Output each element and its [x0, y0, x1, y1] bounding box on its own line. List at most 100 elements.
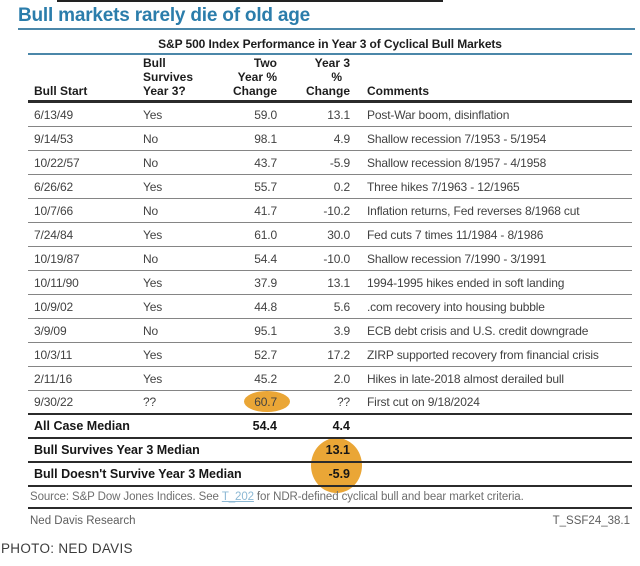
cell-bull-start: 3/9/09	[34, 323, 67, 338]
cell-year3: 4.9	[333, 131, 350, 146]
median-year3: 4.4	[332, 419, 350, 433]
table-row: 10/11/90 Yes 37.9 13.1 1994-1995 hikes e…	[28, 271, 632, 295]
cell-comment: Three hikes 7/1963 - 12/1965	[367, 179, 520, 194]
cell-bull-start: 10/11/90	[34, 275, 79, 290]
photo-credit: PHOTO: NED DAVIS	[1, 541, 133, 556]
source-line: Source: S&P Dow Jones Indices. See T_202…	[28, 487, 632, 509]
cell-survives: Yes	[143, 347, 163, 362]
cell-year3: 3.9	[333, 323, 350, 338]
title-underline-rule	[18, 28, 635, 30]
table-row: 3/9/09 No 95.1 3.9 ECB debt crisis and U…	[28, 319, 632, 343]
highlight-ellipse-60-7	[244, 391, 290, 412]
cell-comment: Post-War boom, disinflation	[367, 107, 510, 122]
subtitle-underline-rule	[28, 53, 632, 55]
cell-bull-start: 10/7/66	[34, 203, 73, 218]
top-cropped-rule	[57, 0, 443, 2]
cell-comment: First cut on 9/18/2024	[367, 395, 480, 409]
cell-two-year: 45.2	[254, 371, 277, 386]
cell-comment: Fed cuts 7 times 11/1984 - 8/1986	[367, 227, 544, 242]
cell-two-year: 37.9	[254, 275, 277, 290]
median-row-all-case: All Case Median 54.4 4.4	[28, 415, 632, 439]
cell-comment: Hikes in late-2018 almost derailed bull	[367, 371, 564, 386]
cell-year3: 30.0	[327, 227, 350, 242]
cell-comment: Inflation returns, Fed reverses 8/1968 c…	[367, 203, 580, 218]
footer-left-ned-davis: Ned Davis Research	[30, 515, 136, 527]
table-row: 10/22/57 No 43.7 -5.9 Shallow recession …	[28, 151, 632, 175]
median-label: Bull Doesn't Survive Year 3 Median	[34, 467, 242, 481]
cell-survives: Yes	[143, 227, 163, 242]
cell-year3: 0.2	[333, 179, 350, 194]
table-header-row: Bull Start Bull Survives Year 3? Two Yea…	[28, 56, 632, 103]
cell-year3: 17.2	[327, 347, 350, 362]
cell-year3: -10.2	[323, 203, 350, 218]
cell-two-year: 52.7	[254, 347, 277, 362]
median-label: Bull Survives Year 3 Median	[34, 443, 200, 457]
table-footer: Ned Davis Research T_SSF24_38.1	[28, 509, 632, 531]
cell-comment: ZIRP supported recovery from financial c…	[367, 347, 599, 362]
median-label: All Case Median	[34, 419, 130, 433]
cell-two-year: 41.7	[254, 203, 277, 218]
cell-bull-start: 7/24/84	[34, 227, 73, 242]
cell-bull-start: 10/19/87	[34, 251, 80, 266]
cell-comment: ECB debt crisis and U.S. credit downgrad…	[367, 323, 589, 338]
cell-year3: -5.9	[329, 155, 350, 170]
source-prefix: Source: S&P Dow Jones Indices. See	[30, 491, 219, 503]
cell-year3: -10.0	[323, 251, 350, 266]
bull-markets-table: Bull Start Bull Survives Year 3? Two Yea…	[28, 56, 632, 531]
median-row-doesnt-survive: Bull Doesn't Survive Year 3 Median -5.9	[28, 463, 632, 487]
cell-bull-start: 10/3/11	[34, 347, 73, 362]
table-row: 9/14/53 No 98.1 4.9 Shallow recession 7/…	[28, 127, 632, 151]
table-row: 10/3/11 Yes 52.7 17.2 ZIRP supported rec…	[28, 343, 632, 367]
cell-year3: ??	[336, 395, 350, 409]
cell-survives: No	[143, 155, 159, 170]
cell-comment: Shallow recession 7/1990 - 3/1991	[367, 251, 547, 266]
cell-bull-start: 6/26/62	[34, 179, 73, 194]
table-row: 10/9/02 Yes 44.8 5.6 .com recovery into …	[28, 295, 632, 319]
cell-two-year: 55.7	[254, 179, 277, 194]
cell-comment: Shallow recession 7/1953 - 5/1954	[367, 131, 547, 146]
highlight-circle-medians	[311, 438, 362, 493]
header-survives: Bull Survives Year 3?	[143, 56, 194, 98]
cell-comment: .com recovery into housing bubble	[367, 299, 545, 314]
cell-year3: 13.1	[327, 275, 350, 290]
header-bull-start: Bull Start	[34, 84, 88, 98]
table-row: 9/30/22 ?? 60.7 ?? First cut on 9/18/202…	[28, 391, 632, 415]
cell-two-year: 59.0	[254, 107, 277, 122]
cell-two-year: 61.0	[254, 227, 277, 242]
cell-bull-start: 6/13/49	[34, 107, 73, 122]
cell-bull-start: 9/30/22	[34, 395, 73, 409]
cell-survives: Yes	[143, 107, 163, 122]
median-two-year: 54.4	[252, 419, 277, 433]
header-year3-change: Year 3 % Change	[305, 56, 350, 98]
cell-survives: Yes	[143, 371, 163, 386]
table-row: 10/7/66 No 41.7 -10.2 Inflation returns,…	[28, 199, 632, 223]
chart-title: Bull markets rarely die of old age	[18, 5, 311, 26]
cell-survives: No	[143, 131, 159, 146]
median-year3: 13.1	[325, 443, 350, 457]
median-row-survives: Bull Survives Year 3 Median 13.1	[28, 439, 632, 463]
header-two-year-change: Two Year % Change	[232, 56, 277, 98]
cell-two-year: 44.8	[254, 299, 277, 314]
cell-bull-start: 10/9/02	[34, 299, 73, 314]
footer-right-chart-id: T_SSF24_38.1	[552, 515, 630, 527]
cell-two-year: 95.1	[254, 323, 277, 338]
cell-comment: Shallow recession 8/1957 - 4/1958	[367, 155, 547, 170]
cell-survives: No	[143, 323, 159, 338]
cell-bull-start: 2/11/16	[34, 371, 73, 386]
cell-bull-start: 9/14/53	[34, 131, 73, 146]
cell-survives: No	[143, 251, 159, 266]
source-suffix: for NDR-defined cyclical bull and bear m…	[256, 491, 524, 503]
table-row: 6/26/62 Yes 55.7 0.2 Three hikes 7/1963 …	[28, 175, 632, 199]
cell-two-year: 60.7	[254, 395, 277, 409]
cell-bull-start: 10/22/57	[34, 155, 80, 170]
table-subtitle: S&P 500 Index Performance in Year 3 of C…	[158, 37, 502, 51]
source-link-t202[interactable]: T_202	[221, 491, 254, 503]
cell-survives: ??	[143, 395, 157, 409]
cell-survives: Yes	[143, 299, 163, 314]
table-row: 2/11/16 Yes 45.2 2.0 Hikes in late-2018 …	[28, 367, 632, 391]
cell-survives: Yes	[143, 275, 163, 290]
cell-survives: Yes	[143, 179, 163, 194]
cell-two-year: 98.1	[254, 131, 277, 146]
cell-survives: No	[143, 203, 159, 218]
